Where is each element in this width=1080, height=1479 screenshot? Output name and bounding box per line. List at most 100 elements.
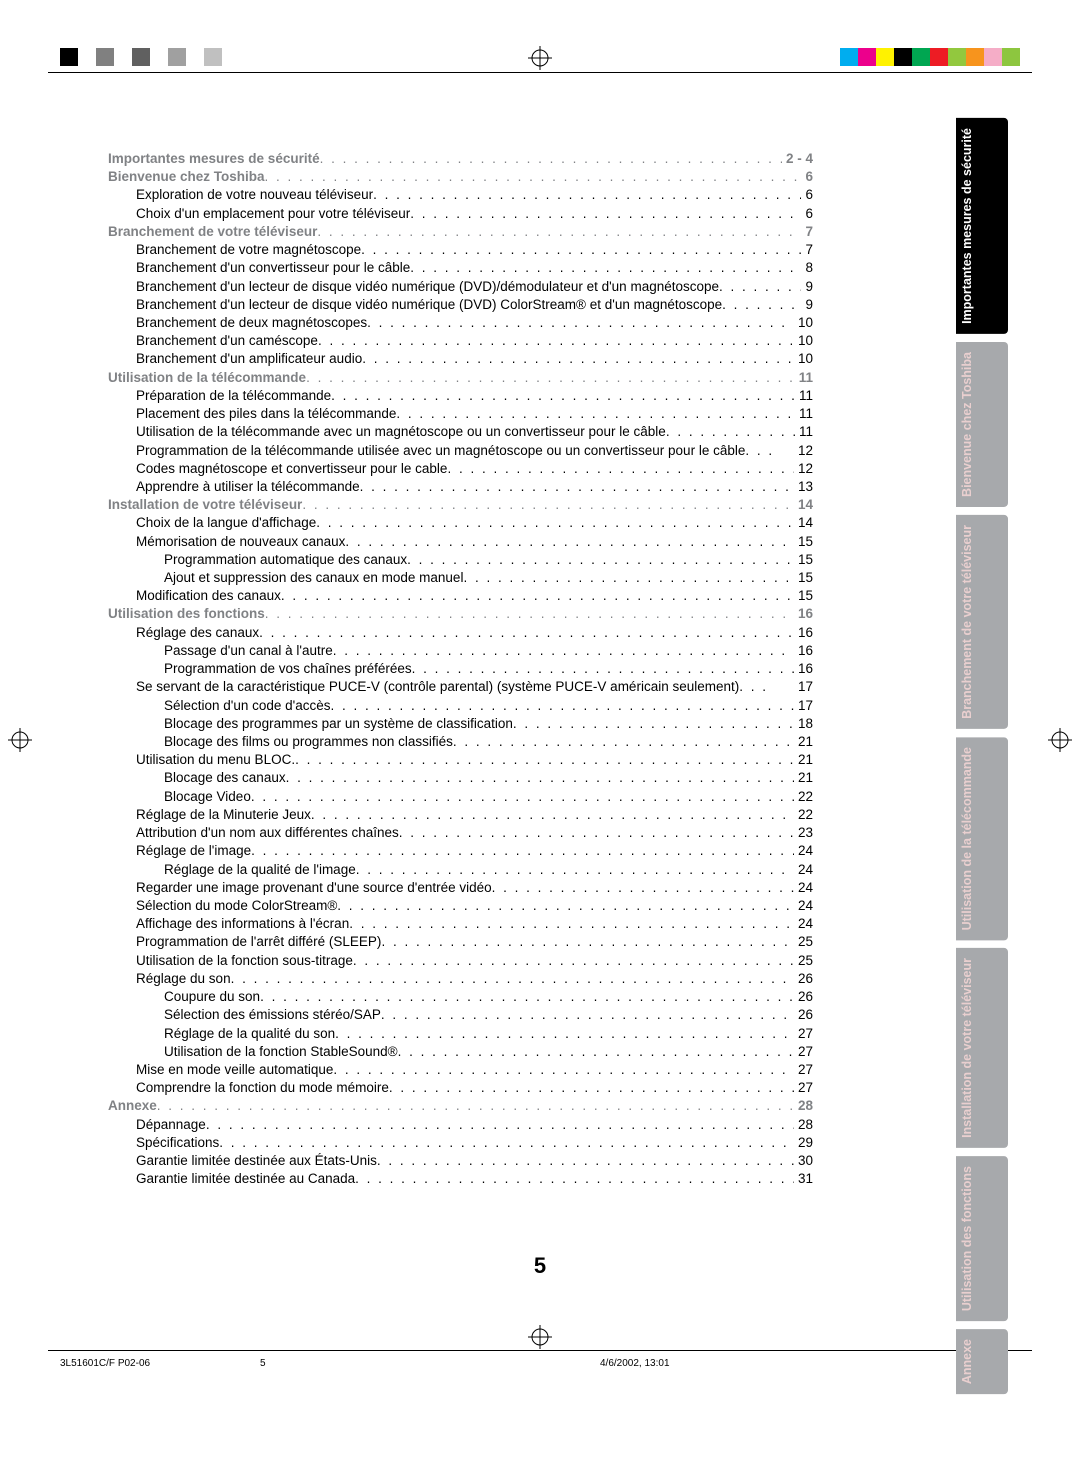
- toc-label: Réglage des canaux: [136, 624, 259, 642]
- toc-entry: Blocage des canaux . . . . . . . . . . .…: [108, 769, 813, 787]
- toc-leader: . . . . . . . . . . . . . . . . . . . . …: [381, 933, 794, 951]
- footer-doc-id: 3L51601C/F P02-06: [60, 1358, 260, 1369]
- swatch: [78, 48, 96, 66]
- section-tab: Utilisation des fonctions: [956, 1156, 1008, 1321]
- swatch: [204, 48, 222, 66]
- printer-colorbar-right: [840, 48, 1020, 66]
- swatch: [186, 48, 204, 66]
- toc-label: Branchement de deux magnétoscopes: [136, 314, 367, 332]
- swatch: [930, 48, 948, 66]
- toc-page: 24: [794, 879, 813, 897]
- toc-label: Utilisation de la télécommande: [108, 369, 306, 387]
- toc-leader: . . . . . . . . . . . . . . . . . . . . …: [295, 751, 794, 769]
- toc-label: Réglage de la qualité du son: [164, 1025, 335, 1043]
- toc-entry: Programmation automatique des canaux . .…: [108, 551, 813, 569]
- swatch: [948, 48, 966, 66]
- toc-label: Passage d'un canal à l'autre: [164, 642, 333, 660]
- toc-leader: . . . . . . . . . . . . . . . . . . . . …: [335, 1025, 794, 1043]
- crop-line-top: [48, 72, 1032, 73]
- toc-page: 21: [794, 751, 813, 769]
- toc-page: 26: [794, 988, 813, 1006]
- toc-page: 10: [794, 350, 813, 368]
- toc-entry: Blocage des films ou programmes non clas…: [108, 733, 813, 751]
- toc-page: 6: [801, 186, 813, 204]
- toc-entry: Blocage Video . . . . . . . . . . . . . …: [108, 788, 813, 806]
- toc-page: 24: [794, 897, 813, 915]
- toc-leader: . . . . . . . . . . . . . . . . . . . . …: [311, 806, 794, 824]
- toc-entry: Branchement d'un lecteur de disque vidéo…: [108, 278, 813, 296]
- toc-page: 15: [794, 533, 813, 551]
- section-tabs: Importantes mesures de sécuritéBienvenue…: [956, 118, 1008, 1394]
- toc-label: Utilisation des fonctions: [108, 605, 265, 623]
- toc-entry: Sélection des émissions stéréo/SAP . . .…: [108, 1006, 813, 1024]
- toc-leader: . . . . . . . . . . . . . . . . . . . . …: [320, 150, 782, 168]
- toc-section: Utilisation des fonctions . . . . . . . …: [108, 605, 813, 623]
- toc-leader: . . . . . . . . . . . . . . . . . . . . …: [373, 186, 801, 204]
- swatch: [1002, 48, 1020, 66]
- toc-page: 15: [794, 587, 813, 605]
- toc-entry: Se servant de la caractéristique PUCE-V …: [108, 678, 813, 696]
- toc-label: Blocage des programmes par un système de…: [164, 715, 513, 733]
- toc-page: 8: [801, 259, 813, 277]
- toc-entry: Branchement d'un convertisseur pour le c…: [108, 259, 813, 277]
- toc-entry: Mémorisation de nouveaux canaux . . . . …: [108, 533, 813, 551]
- toc-entry: Branchement d'un caméscope . . . . . . .…: [108, 332, 813, 350]
- toc-label: Branchement de votre téléviseur: [108, 223, 317, 241]
- toc-entry: Branchement d'un lecteur de disque vidéo…: [108, 296, 813, 314]
- toc-page: 12: [794, 442, 813, 460]
- toc-leader: . . . . . . . . . . . . . . . . . . . . …: [337, 897, 794, 915]
- toc-label: Comprendre la fonction du mode mémoire: [136, 1079, 389, 1097]
- toc-label: Branchement d'un lecteur de disque vidéo…: [136, 296, 722, 314]
- toc-page: 24: [794, 842, 813, 860]
- footer-page: 5: [260, 1358, 560, 1369]
- toc-label: Sélection des émissions stéréo/SAP: [164, 1006, 381, 1024]
- toc-section: Installation de votre téléviseur . . . .…: [108, 496, 813, 514]
- toc-leader: . . . . . . . . . . . . . . . . . . . . …: [389, 1079, 794, 1097]
- toc-entry: Passage d'un canal à l'autre . . . . . .…: [108, 642, 813, 660]
- toc-page: 28: [794, 1097, 813, 1115]
- toc-section: Importantes mesures de sécurité . . . . …: [108, 150, 813, 168]
- toc-label: Apprendre à utiliser la télécommande: [136, 478, 360, 496]
- toc-page: 22: [794, 806, 813, 824]
- swatch: [984, 48, 1002, 66]
- toc-leader: . . . . . . . . . . . . . . . . . . . . …: [407, 551, 794, 569]
- toc-label: Branchement d'un convertisseur pour le c…: [136, 259, 410, 277]
- toc-page: 10: [794, 332, 813, 350]
- toc-label: Regarder une image provenant d'une sourc…: [136, 879, 492, 897]
- toc-leader: . . . . . . . . . . . . . . . . . . . . …: [463, 569, 794, 587]
- toc-label: Réglage du son: [136, 970, 231, 988]
- toc-page: 22: [794, 788, 813, 806]
- toc-entry: Utilisation de la fonction sous-titrage …: [108, 952, 813, 970]
- toc-page: 23: [794, 824, 813, 842]
- toc-label: Exploration de votre nouveau téléviseur: [136, 186, 373, 204]
- toc-page: 15: [794, 551, 813, 569]
- toc-leader: . . . . . . . . . . . . . . . . . . . . …: [719, 278, 801, 296]
- toc-leader: . . . . . . . . . . . . . . . . . . . . …: [360, 478, 794, 496]
- toc-entry: Coupure du son . . . . . . . . . . . . .…: [108, 988, 813, 1006]
- toc-entry: Branchement d'un amplificateur audio . .…: [108, 350, 813, 368]
- toc-page: 9: [801, 278, 813, 296]
- toc-label: Affichage des informations à l'écran: [136, 915, 349, 933]
- toc-label: Blocage Video: [164, 788, 251, 806]
- toc-entry: Sélection du mode ColorStream® . . . . .…: [108, 897, 813, 915]
- toc-leader: . . . . . . . . . . . . . . . . . . . . …: [286, 769, 794, 787]
- toc-page: 18: [794, 715, 813, 733]
- toc-label: Choix de la langue d'affichage: [136, 514, 316, 532]
- toc-entry: Réglage de la qualité de l'image . . . .…: [108, 861, 813, 879]
- toc-page: 24: [794, 861, 813, 879]
- section-tab: Utilisation de la télécommande: [956, 737, 1008, 940]
- toc-label: Réglage de l'image: [136, 842, 251, 860]
- toc-label: Branchement de votre magnétoscope: [136, 241, 361, 259]
- toc-page: 16: [794, 624, 813, 642]
- toc-label: Utilisation de la fonction sous-titrage: [136, 952, 353, 970]
- toc-label: Préparation de la télécommande: [136, 387, 331, 405]
- toc-page: 30: [794, 1152, 813, 1170]
- toc-leader: . . . . . . . . . . . . . . . . . . . . …: [722, 296, 801, 314]
- swatch: [60, 48, 78, 66]
- toc-label: Blocage des films ou programmes non clas…: [164, 733, 453, 751]
- toc-entry: Regarder une image provenant d'une sourc…: [108, 879, 813, 897]
- toc-leader: . . . . . . . . . . . . . . . . . . . . …: [231, 970, 794, 988]
- toc-entry: Spécifications . . . . . . . . . . . . .…: [108, 1134, 813, 1152]
- toc-entry: Réglage de l'image . . . . . . . . . . .…: [108, 842, 813, 860]
- page-number: 5: [534, 1253, 546, 1279]
